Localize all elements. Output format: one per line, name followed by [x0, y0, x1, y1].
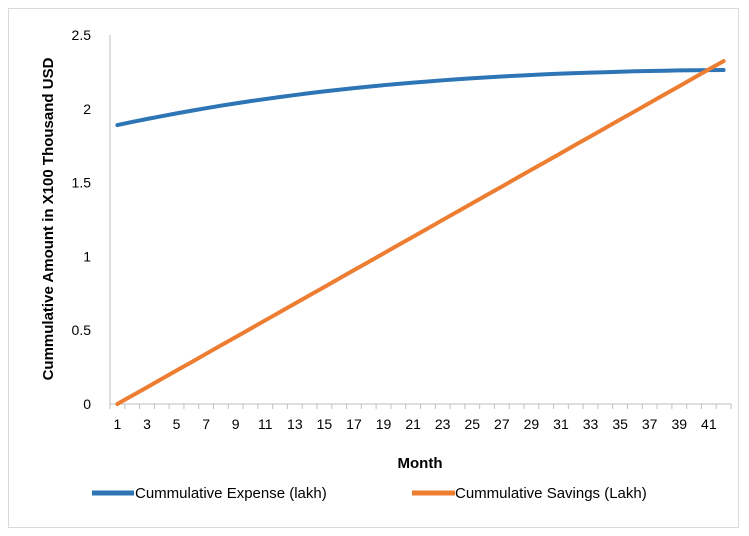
y-tick-label: 0 [83, 396, 91, 412]
x-ticks: 1 3 5 7 9 11 13 15 17 19 21 23 25 27 29 31 33 35 37 39 41 [109, 404, 732, 432]
series-line-savings [115, 59, 726, 406]
legend: Cummulative Expense (lakh) Cummulative S… [92, 485, 647, 502]
y-tick-label: 2.5 [72, 27, 92, 43]
x-tick-label: 39 [671, 416, 687, 432]
x-tick-label: 19 [376, 416, 392, 432]
x-tick-label: 3 [143, 416, 151, 432]
x-tick-label: 17 [346, 416, 362, 432]
x-tick-label: 31 [553, 416, 569, 432]
axes [109, 35, 731, 405]
x-tick-label: 27 [494, 416, 510, 432]
y-tick-label: 1 [83, 248, 91, 264]
x-tick-label: 33 [583, 416, 599, 432]
legend-label-expense: Cummulative Expense (lakh) [135, 485, 327, 502]
y-ticks: 0 0.5 1 1.5 2 2.5 [72, 27, 92, 412]
x-tick-label: 25 [464, 416, 480, 432]
series-lines [115, 59, 726, 406]
x-tick-label: 35 [612, 416, 628, 432]
x-tick-label: 1 [113, 416, 121, 432]
x-tick-label: 21 [405, 416, 421, 432]
y-axis-title: Cummulative Amount in X100 Thousand USD [40, 57, 57, 380]
y-tick-label: 1.5 [72, 175, 92, 191]
x-axis-title: Month [398, 455, 443, 472]
x-tick-label: 13 [287, 416, 303, 432]
x-tick-label: 23 [435, 416, 451, 432]
x-tick-label: 41 [701, 416, 717, 432]
y-tick-label: 0.5 [72, 322, 92, 338]
series-line-expense [115, 67, 726, 128]
x-tick-label: 37 [642, 416, 658, 432]
x-tick-label: 11 [258, 416, 273, 432]
x-tick-label: 5 [173, 416, 181, 432]
y-tick-label: 2 [83, 101, 91, 117]
x-tick-label: 9 [232, 416, 240, 432]
line-chart: 1 3 5 7 9 11 13 15 17 19 21 23 25 27 29 31 33 35 37 39 41 00… [40, 27, 732, 502]
x-tick-label: 15 [317, 416, 333, 432]
x-tick-label: 7 [202, 416, 210, 432]
x-tick-label: 29 [524, 416, 540, 432]
legend-label-savings: Cummulative Savings (Lakh) [455, 485, 647, 502]
